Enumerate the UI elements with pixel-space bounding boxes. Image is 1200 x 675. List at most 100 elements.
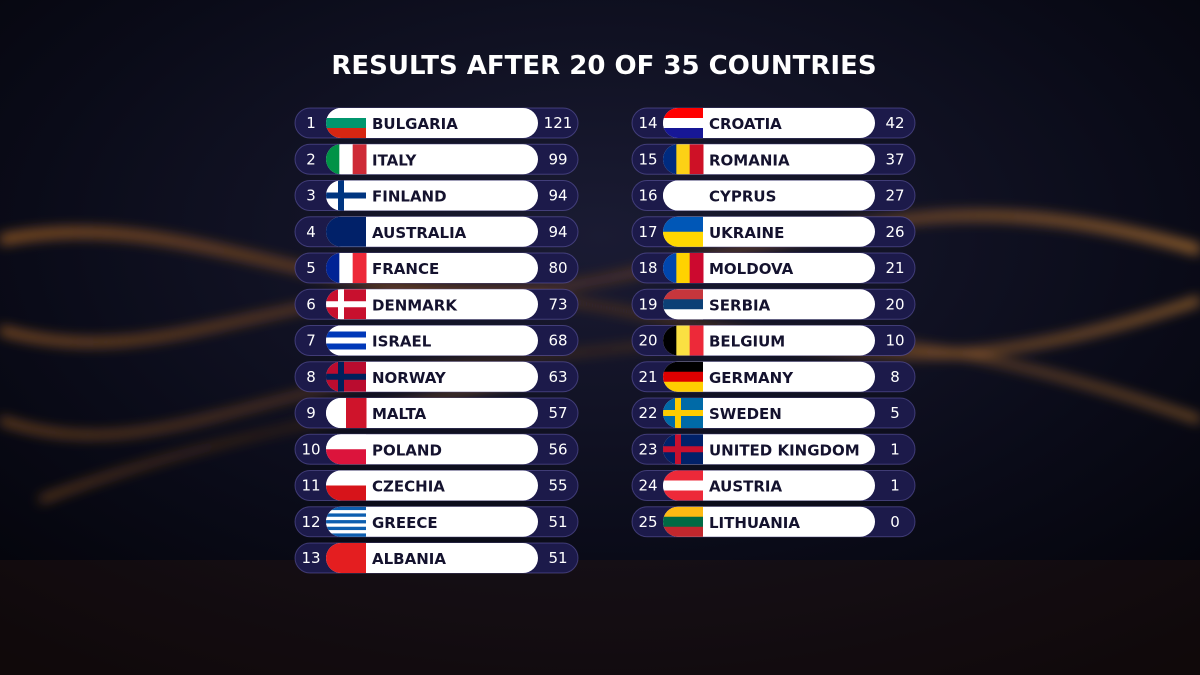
rank: 2: [306, 150, 316, 168]
country-name: LITHUANIA: [709, 514, 800, 532]
flag-cross: [326, 192, 366, 199]
name-pill: [663, 325, 875, 356]
flag: [326, 144, 367, 175]
country-name: CYPRUS: [709, 188, 776, 206]
name-pill: [326, 216, 538, 247]
points: 51: [548, 549, 567, 567]
points: 42: [885, 114, 904, 132]
flag-stripe: [663, 516, 703, 528]
country-name: ROMANIA: [709, 151, 790, 169]
flag-stripe: [326, 510, 366, 514]
result-row: 23 UNITED KINGDOM 1: [631, 433, 916, 465]
result-row: 11 CZECHIA 55: [294, 470, 579, 501]
flag: [663, 180, 703, 211]
flag: [663, 108, 703, 138]
country-name: MOLDOVA: [709, 260, 794, 278]
flag-stripe: [326, 530, 366, 534]
flag-stripe: [326, 331, 366, 338]
country-name: ALBANIA: [372, 550, 446, 568]
floor-glow: [0, 560, 1200, 675]
result-row: 7 ISRAEL 68: [294, 325, 579, 356]
points: 99: [548, 150, 567, 168]
name-pill: [663, 180, 875, 211]
country-name: CZECHIA: [372, 478, 445, 496]
flag-stripe: [326, 520, 366, 524]
flag-stripe: [663, 480, 703, 491]
name-pill: [326, 361, 538, 392]
result-row: 6 DENMARK 73: [294, 288, 579, 320]
country-name: GREECE: [372, 514, 438, 532]
flag: [326, 108, 366, 138]
result-row: 2 ITALY 99: [294, 143, 579, 175]
flag-stripe: [663, 299, 703, 310]
points: 94: [548, 187, 567, 205]
flag: [326, 398, 367, 428]
flag-stripe: [689, 253, 704, 283]
flag-stripe: [663, 118, 703, 129]
rank: 10: [301, 440, 320, 458]
flag: [663, 216, 703, 247]
flag: [326, 325, 366, 356]
rank: 14: [638, 114, 657, 132]
flag-stripe: [326, 118, 366, 129]
flag-stripe: [676, 325, 691, 356]
rank: 12: [301, 513, 320, 531]
country-name: GERMANY: [709, 369, 794, 387]
rank: 1: [306, 114, 316, 132]
flag-stripe: [663, 216, 703, 233]
result-row: 19 SERBIA 20: [631, 288, 916, 320]
flag-stripe: [663, 128, 703, 138]
name-pill: [326, 108, 538, 138]
rank: 15: [638, 150, 657, 168]
country-name: ISRAEL: [372, 333, 432, 351]
flag: [326, 470, 366, 501]
flag: [326, 289, 366, 320]
result-row: 9 MALTA 57: [294, 397, 579, 429]
result-row: 1 BULGARIA 121: [294, 107, 579, 139]
title: RESULTS AFTER 20 OF 35 COUNTRIES: [331, 51, 876, 81]
name-pill: [663, 398, 875, 428]
rank: 19: [638, 295, 657, 313]
country-name: BELGIUM: [709, 333, 785, 351]
flag-stripe: [326, 513, 366, 518]
flag-stripe: [352, 144, 367, 175]
name-pill: [326, 506, 538, 537]
country-name: UNITED KINGDOM: [709, 441, 860, 459]
country-name: FRANCE: [372, 260, 439, 278]
rank: 18: [638, 259, 657, 277]
flag-stripe: [326, 128, 366, 138]
rank: 7: [306, 332, 316, 350]
name-pill: [326, 253, 538, 283]
flag-stripe: [326, 434, 366, 450]
flag-stripe: [663, 490, 703, 501]
flag-stripe: [326, 144, 340, 175]
name-pill: [663, 289, 875, 320]
points: 121: [544, 114, 573, 132]
result-row: 8 NORWAY 63: [294, 361, 579, 393]
result-row: 13 ALBANIA 51: [294, 542, 579, 574]
flag-stripe: [663, 506, 703, 518]
points: 55: [548, 477, 567, 495]
name-pill: [326, 470, 538, 501]
flag: [663, 434, 703, 465]
rank: 23: [638, 440, 657, 458]
name-pill: [326, 325, 538, 356]
name-pill: [326, 398, 538, 428]
result-row: 14 CROATIA 42: [631, 107, 916, 139]
flag-stripe: [663, 325, 677, 356]
flag-stripe: [326, 108, 366, 119]
flag-stripe: [663, 231, 703, 247]
flag-stripe: [326, 533, 366, 537]
flag-stripe: [352, 253, 367, 283]
name-pill: [663, 144, 875, 175]
flag: [326, 180, 366, 211]
rank: 24: [638, 477, 657, 495]
flag-stripe: [326, 349, 366, 356]
flag-stripe: [663, 253, 677, 283]
result-row: 15 ROMANIA 37: [631, 143, 916, 175]
flag-stripe: [326, 449, 366, 465]
result-row: 10 POLAND 56: [294, 433, 579, 465]
points: 37: [885, 150, 904, 168]
name-pill: [663, 506, 875, 537]
